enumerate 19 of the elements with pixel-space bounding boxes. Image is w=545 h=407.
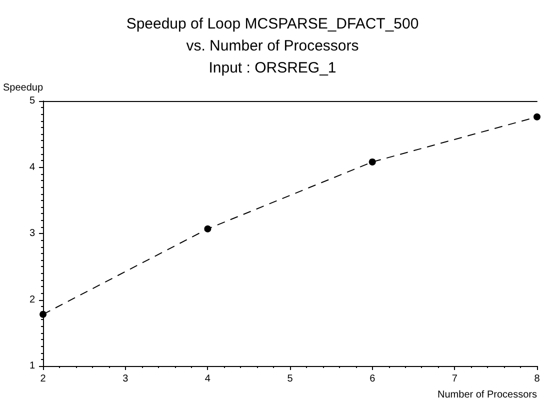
y-tick-label: 2 [29,294,36,306]
x-tick-label: 3 [122,374,129,384]
x-tick-label: 5 [287,374,294,384]
point [368,158,376,166]
y-tick-label: 4 [29,162,36,173]
y-tick-label: 5 [29,96,36,106]
chart-title: Speedup of Loop MCSPARSE_DFACT_500 vs. Number of Processors Input : ORSREG_1 [126,16,419,76]
x-tick-label: 4 [204,374,211,384]
x-tick-label: 7 [452,374,458,384]
y-tick-label: 3 [29,228,36,239]
x-tick-label: 8 [534,374,540,384]
point [40,310,47,318]
y-tick-label: 1 [29,360,36,372]
point [204,225,212,232]
point [534,113,540,120]
x-tick-label: 6 [370,374,376,384]
y-axis-title: Speedup [2,82,44,94]
x-axis-title: Number of Processors [438,390,537,400]
x-tick-label: 2 [40,374,46,384]
